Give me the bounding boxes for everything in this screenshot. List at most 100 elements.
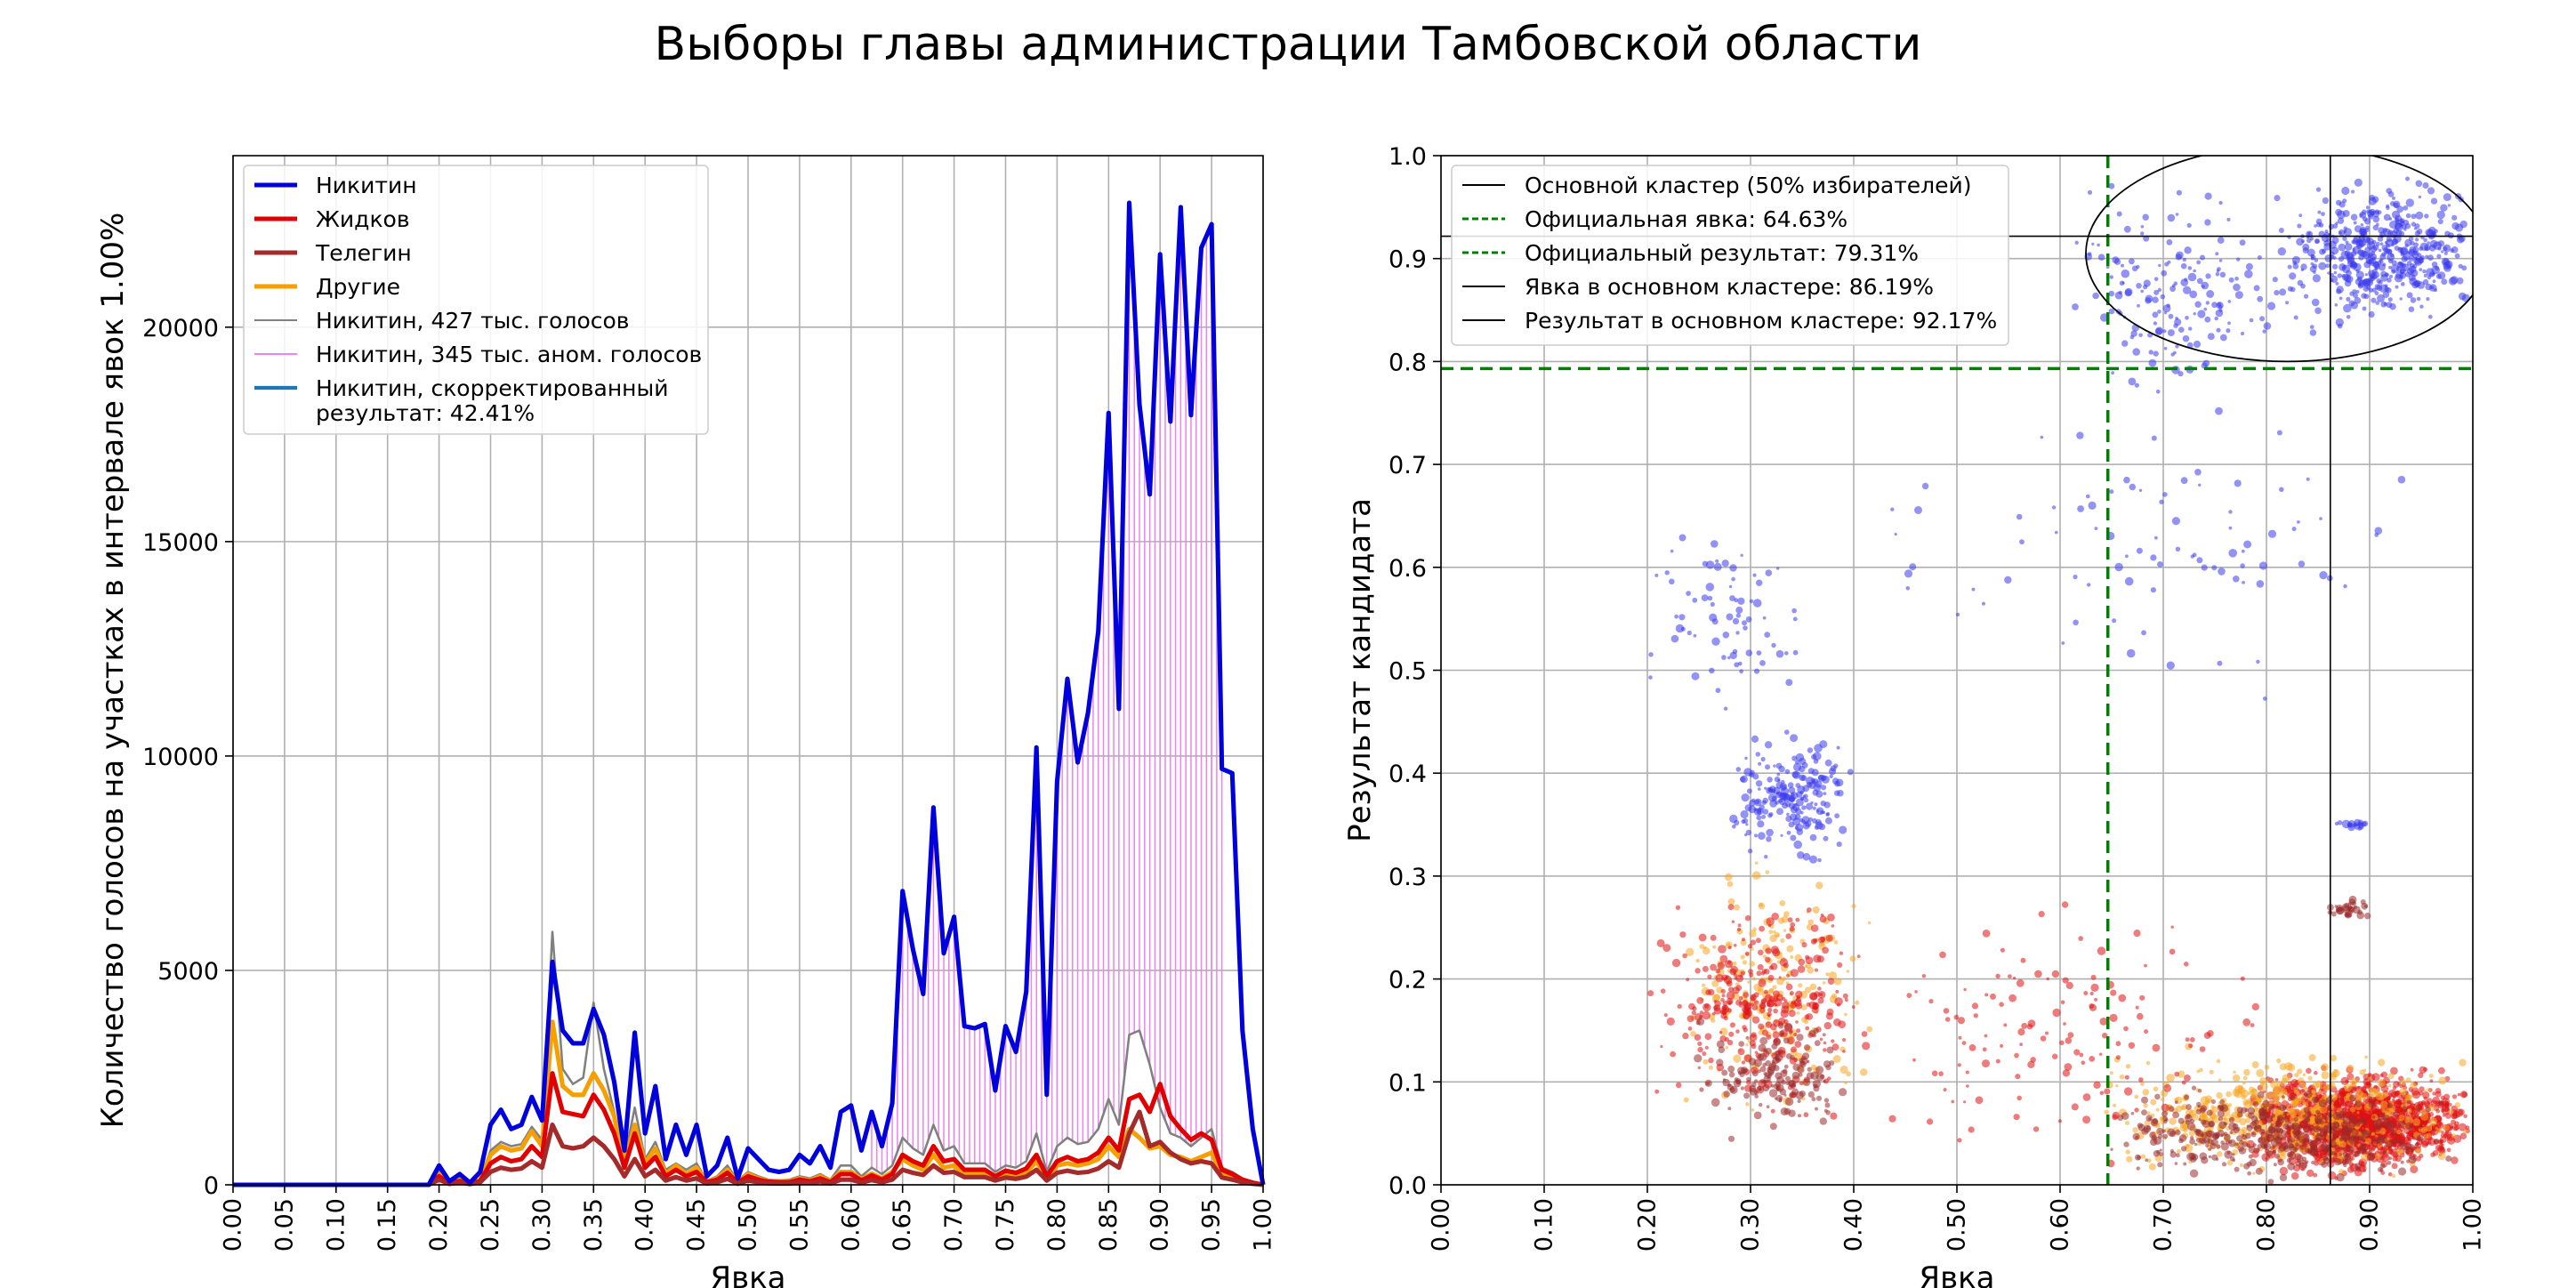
scatter-point-4124	[2357, 1134, 2364, 1141]
scatter-point-3862	[2178, 1117, 2185, 1124]
scatter-point-604	[2187, 266, 2193, 270]
scatter-point-1322	[1727, 946, 1732, 950]
scatter-point-3611	[2259, 1077, 2267, 1084]
scatter-point-1507	[1757, 1069, 1761, 1074]
scatter-point-1183	[1719, 1027, 1728, 1036]
scatter-point-396	[2450, 276, 2459, 285]
scatter-point-4004	[2167, 1128, 2176, 1137]
scatter-point-3895	[2282, 1145, 2290, 1153]
scatter-point-453	[2369, 258, 2377, 266]
left-xtick-label-13: 0.65	[889, 1198, 916, 1252]
scatter-point-1150	[1825, 972, 1830, 977]
scatter-point-4093	[2302, 1115, 2306, 1118]
scatter-point-1471	[1785, 983, 1793, 991]
scatter-point-496	[2404, 222, 2411, 229]
scatter-point-1366	[1733, 944, 1737, 947]
left-xtick-label-20: 1.00	[1250, 1198, 1277, 1252]
scatter-point-4284	[2089, 1003, 2095, 1009]
scatter-point-1711	[1716, 1040, 1725, 1049]
left-ytick-label-3: 15000	[142, 529, 219, 557]
scatter-point-314	[2311, 254, 2316, 260]
scatter-point-4070	[2368, 1100, 2376, 1108]
scatter-point-1325	[1765, 947, 1772, 954]
scatter-point-3618	[2232, 1088, 2241, 1097]
scatter-point-2387	[2443, 1093, 2451, 1100]
scatter-point-704	[1729, 595, 1735, 601]
scatter-point-1675	[1802, 1078, 1811, 1086]
scatter-point-984	[1955, 612, 1960, 617]
scatter-point-1021	[2126, 648, 2136, 658]
scatter-point-1184	[1740, 939, 1747, 946]
scatter-point-4285	[1995, 1059, 2000, 1064]
scatter-point-3804	[2198, 1118, 2202, 1122]
scatter-point-348	[2341, 186, 2350, 196]
scatter-point-902	[1833, 763, 1839, 769]
scatter-point-634	[2167, 260, 2171, 264]
scatter-point-3527	[2250, 1088, 2258, 1094]
scatter-point-1720	[1716, 1059, 1724, 1067]
scatter-point-4225	[2089, 1056, 2096, 1062]
scatter-point-1489	[1656, 938, 1665, 947]
left-xtick-label-8: 0.40	[632, 1198, 659, 1252]
scatter-point-4206	[2046, 977, 2049, 981]
left-ytick-label-2: 10000	[142, 744, 219, 771]
scatter-point-342	[2304, 294, 2309, 299]
scatter-point-486	[2321, 212, 2325, 217]
scatter-point-667	[2193, 340, 2202, 349]
scatter-point-1377	[1697, 1041, 1703, 1046]
scatter-point-3294	[2119, 1074, 2125, 1080]
scatter-point-1713	[1811, 1097, 1816, 1102]
scatter-point-420	[2403, 205, 2409, 211]
scatter-point-389	[2371, 251, 2376, 256]
scatter-point-1700	[1788, 1109, 1796, 1117]
scatter-point-2881	[2379, 1073, 2384, 1077]
right-x-axis-label: Явка	[1919, 1260, 1994, 1288]
scatter-point-484	[2384, 241, 2388, 245]
scatter-point-1727	[1784, 1097, 1794, 1107]
left-legend-label-6: Никитин, скорректированный	[316, 375, 669, 401]
left-series-line-0	[233, 200, 1266, 1187]
scatter-point-724	[1721, 655, 1727, 660]
scatter-point-482	[2358, 236, 2365, 243]
scatter-point-680	[1752, 573, 1757, 577]
scatter-point-540	[2109, 275, 2113, 279]
scatter-point-4149	[1957, 1063, 1961, 1067]
scatter-point-885	[1807, 768, 1815, 775]
scatter-point-504	[2240, 331, 2245, 336]
scatter-point-467	[2342, 210, 2350, 217]
scatter-point-305	[2414, 230, 2420, 237]
scatter-point-3931	[2336, 1134, 2339, 1139]
scatter-point-1461	[1841, 1037, 1847, 1042]
scatter-point-156	[2354, 297, 2362, 304]
scatter-point-1289	[1758, 949, 1764, 956]
scatter-point-559	[2245, 262, 2253, 270]
scatter-point-1309	[1694, 1034, 1702, 1041]
scatter-point-1077	[1703, 1059, 1709, 1065]
scatter-point-2901	[2453, 1125, 2459, 1131]
scatter-point-2619	[2279, 1166, 2289, 1176]
scatter-point-1466	[1758, 1023, 1765, 1030]
scatter-point-720	[1669, 578, 1675, 585]
scatter-point-3910	[2247, 1171, 2252, 1176]
scatter-point-4272	[2012, 976, 2017, 980]
scatter-point-2663	[2450, 1125, 2454, 1130]
scatter-point-3985	[2323, 1115, 2329, 1121]
scatter-point-3422	[2239, 1117, 2247, 1126]
scatter-point-3949	[2273, 1163, 2277, 1167]
scatter-point-3668	[2370, 1093, 2373, 1097]
scatter-point-114	[2456, 277, 2464, 285]
scatter-point-929	[1784, 769, 1791, 775]
scatter-point-4264	[2082, 1115, 2091, 1124]
scatter-point-1006	[2201, 564, 2208, 571]
scatter-point-3769	[2366, 1152, 2376, 1161]
scatter-point-2558	[2340, 1076, 2349, 1085]
scatter-point-1171	[1783, 911, 1790, 917]
scatter-point-436	[2330, 246, 2339, 255]
scatter-point-3915	[2186, 1122, 2196, 1131]
scatter-point-481	[2309, 325, 2314, 329]
scatter-point-1149	[1774, 931, 1780, 938]
scatter-point-4039	[2311, 1096, 2319, 1104]
scatter-point-872	[1745, 829, 1752, 836]
scatter-point-4064	[2234, 1166, 2240, 1172]
scatter-point-2936	[2327, 1171, 2337, 1180]
